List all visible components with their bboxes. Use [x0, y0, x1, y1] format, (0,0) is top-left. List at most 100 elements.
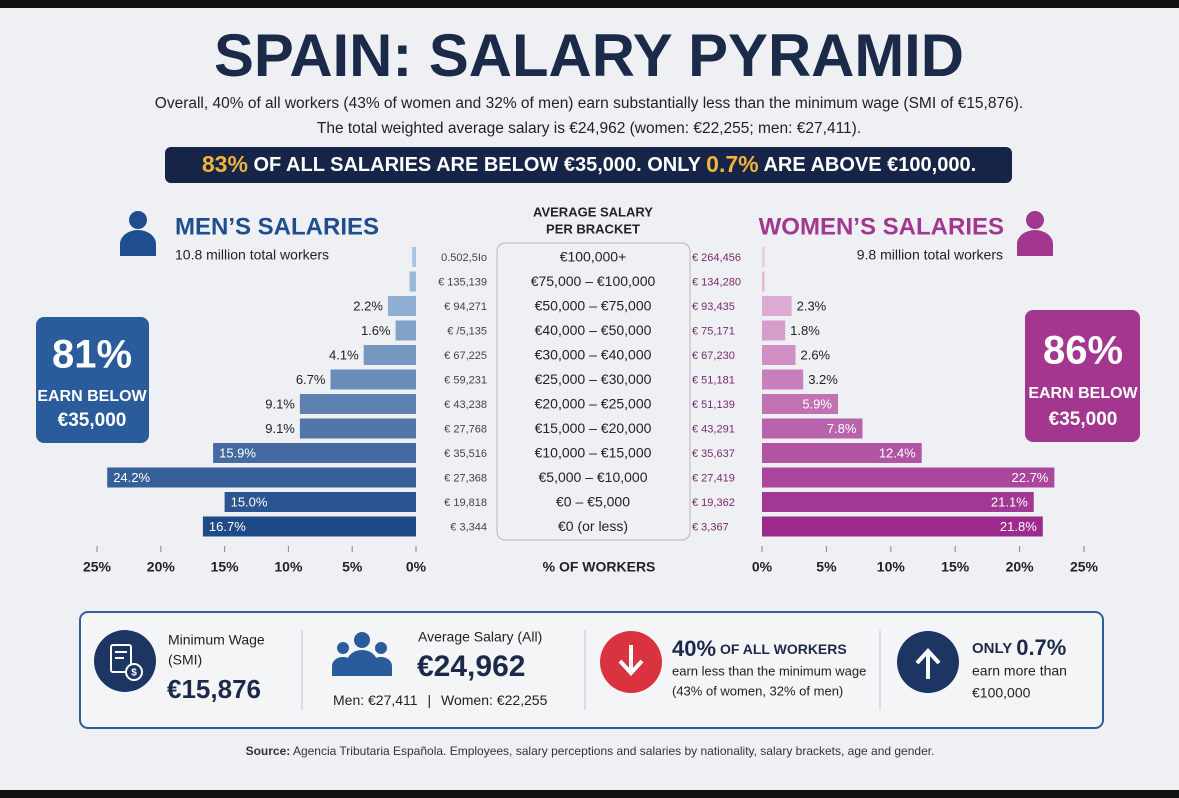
x-axis-label: % OF WORKERS — [543, 559, 656, 575]
bar — [299, 418, 416, 439]
bar — [412, 247, 416, 267]
bar — [762, 492, 1034, 512]
stat-value: €24,962 — [417, 650, 525, 683]
bar — [762, 394, 838, 414]
x-tick-label: 15% — [941, 559, 970, 575]
avg-salary: € 134,280 — [692, 276, 741, 288]
value-label: 7.8% — [827, 421, 857, 436]
avg-salary: € 35,637 — [692, 448, 735, 460]
avg-salary: € 43,291 — [692, 423, 735, 435]
women-icon — [1017, 211, 1053, 256]
x-tick-label: 0% — [406, 559, 427, 575]
value-label: 5.9% — [802, 396, 832, 411]
stat-detail: Men: €27,411 | Women: €22,255 — [333, 692, 548, 708]
avg-salary: € 264,456 — [692, 252, 741, 264]
bar — [395, 320, 416, 341]
stat-label: Average Salary (All) — [418, 629, 542, 645]
value-label: 6.7% — [296, 372, 326, 387]
value-label: 9.1% — [265, 421, 295, 436]
bar — [762, 296, 792, 316]
category-label: €15,000 – €20,000 — [535, 420, 652, 436]
category-label: €0 – €5,000 — [556, 494, 630, 510]
callout-box — [36, 317, 149, 443]
value-label: 4.1% — [329, 347, 359, 362]
avg-salary: € 27,368 — [444, 472, 487, 484]
bar — [762, 345, 796, 365]
bar — [202, 516, 416, 537]
avg-salary: € 3,367 — [692, 521, 729, 533]
frame-bottom — [0, 790, 1179, 798]
wage-icon: $ — [94, 630, 156, 692]
subtitle: The total weighted average salary is €24… — [317, 120, 861, 137]
stat-heading: 40% OF ALL WORKERS — [672, 636, 847, 661]
avg-salary: € 67,230 — [692, 350, 735, 362]
category-label: €75,000 – €100,000 — [531, 273, 656, 289]
avg-salary: € 19,362 — [692, 497, 735, 509]
stat-value: €15,876 — [167, 674, 261, 704]
value-label: 1.6% — [361, 323, 391, 338]
bar — [762, 418, 863, 439]
bar — [762, 516, 1043, 537]
stat-women: Women: €22,255 — [441, 692, 548, 708]
series-name: MEN’S SALARIES — [175, 213, 379, 240]
bar — [363, 345, 416, 365]
x-tick-label: 5% — [342, 559, 363, 575]
category-label: €100,000+ — [560, 249, 627, 265]
category-label: €30,000 – €40,000 — [535, 347, 652, 363]
series-subtitle: 10.8 million total workers — [175, 247, 329, 263]
banner-text-part: ARE ABOVE €100,000. — [763, 154, 976, 176]
x-tick-label: 15% — [211, 559, 240, 575]
banner-text: 83% OF ALL SALARIES ARE BELOW €35,000. O… — [202, 151, 976, 177]
avg-salary: € 135,139 — [438, 276, 487, 288]
stat-heading: ONLY 0.7% — [972, 635, 1066, 660]
subtitle: Overall, 40% of all workers (43% of wome… — [155, 95, 1023, 112]
stat-value: 40% — [672, 636, 716, 661]
bar — [762, 467, 1055, 488]
value-label: 21.1% — [991, 494, 1028, 509]
x-tick-label: 10% — [877, 559, 906, 575]
center-title: AVERAGE SALARY — [533, 204, 653, 219]
frame-top — [0, 0, 1179, 8]
banner-text-part: OF ALL SALARIES ARE BELOW €35,000. ONLY — [253, 154, 701, 176]
avg-salary: € 67,225 — [444, 350, 487, 362]
avg-salary: € 35,516 — [444, 448, 487, 460]
stat-label: Minimum Wage — [168, 632, 265, 648]
value-label: 12.4% — [879, 445, 916, 460]
value-label: 2.2% — [353, 298, 383, 313]
stat-label: (SMI) — [168, 652, 202, 668]
value-label: 16.7% — [209, 519, 246, 534]
stat-label: ONLY — [972, 640, 1012, 657]
banner-highlight: 0.7% — [706, 151, 758, 177]
category-label: €5,000 – €10,000 — [539, 469, 648, 485]
avg-salary: € 51,181 — [692, 374, 735, 386]
x-tick-label: 5% — [816, 559, 837, 575]
center-title: PER BRACKET — [546, 221, 640, 236]
x-tick-label: 20% — [147, 559, 176, 575]
avg-salary: € 94,271 — [444, 301, 487, 313]
avg-salary: € 27,768 — [444, 423, 487, 435]
value-label: 3.2% — [808, 372, 838, 387]
bar — [107, 467, 416, 488]
callout-text: €35,000 — [58, 410, 127, 431]
x-tick-label: 25% — [1070, 559, 1099, 575]
avg-salary: € 59,231 — [444, 374, 487, 386]
category-label: €25,000 – €30,000 — [535, 371, 652, 387]
category-label: €40,000 – €50,000 — [535, 322, 652, 338]
stat-men: Men: €27,411 — [333, 692, 418, 708]
source-text: Agencia Tributaria Española. Employees, … — [293, 744, 934, 758]
people-icon — [332, 632, 392, 676]
avg-salary: € 51,139 — [692, 399, 735, 411]
stat-text: (43% of women, 32% of men) — [672, 683, 843, 698]
bar — [762, 247, 765, 267]
value-label: 22.7% — [1012, 470, 1049, 485]
bar — [762, 320, 786, 341]
callout-value: 81% — [52, 333, 132, 377]
title: SPAIN: SALARY PYRAMID — [214, 22, 964, 89]
callout-text: €35,000 — [1049, 409, 1118, 430]
bar — [224, 492, 416, 512]
value-label: 24.2% — [113, 470, 150, 485]
avg-salary: € 27,419 — [692, 472, 735, 484]
category-label: €0 (or less) — [558, 518, 628, 534]
banner-highlight: 83% — [202, 151, 248, 177]
